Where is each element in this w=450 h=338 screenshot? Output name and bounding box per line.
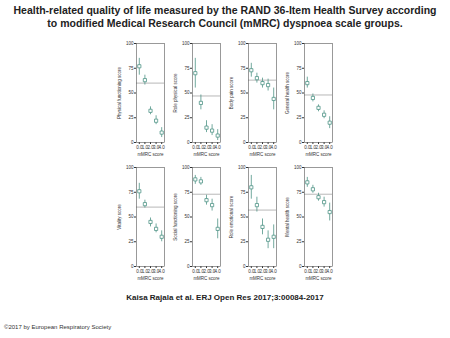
svg-text:75: 75 xyxy=(128,66,134,71)
html-text:0.0 1.0 2.0 3.0: 0.0 1.0 2.0 3.0 xyxy=(136,268,160,274)
svg-text:mMRC score: mMRC score xyxy=(249,276,276,281)
svg-text:25: 25 xyxy=(184,115,190,120)
svg-text:mMRC score: mMRC score xyxy=(137,276,164,281)
svg-text:4.0: 4.0 xyxy=(327,145,334,150)
html-text:0.0 1.0 2.0 3.0: 0.0 1.0 2.0 3.0 xyxy=(192,268,216,274)
svg-text:25: 25 xyxy=(128,115,134,120)
svg-text:100: 100 xyxy=(294,41,302,46)
svg-text:Social functioning score: Social functioning score xyxy=(173,193,178,241)
svg-text:0: 0 xyxy=(299,264,302,269)
svg-text:75: 75 xyxy=(184,66,190,71)
svg-text:Body pain score: Body pain score xyxy=(229,76,234,109)
svg-text:50: 50 xyxy=(240,90,246,95)
svg-text:50: 50 xyxy=(296,90,302,95)
svg-text:100: 100 xyxy=(238,41,246,46)
svg-text:100: 100 xyxy=(182,165,190,170)
svg-text:50: 50 xyxy=(184,90,190,95)
html-text:0.0 1.0 2.0 3.0: 0.0 1.0 2.0 3.0 xyxy=(136,144,160,150)
svg-text:25: 25 xyxy=(296,239,302,244)
svg-text:0: 0 xyxy=(131,140,134,145)
svg-text:75: 75 xyxy=(296,66,302,71)
svg-text:4.0: 4.0 xyxy=(159,269,166,274)
svg-text:100: 100 xyxy=(126,165,134,170)
svg-text:25: 25 xyxy=(240,239,246,244)
svg-text:50: 50 xyxy=(128,214,134,219)
svg-text:0: 0 xyxy=(131,264,134,269)
html-text:0.0 1.0 2.0 3.0: 0.0 1.0 2.0 3.0 xyxy=(192,144,216,150)
svg-text:75: 75 xyxy=(240,190,246,195)
svg-text:mMRC score: mMRC score xyxy=(305,276,332,281)
svg-text:50: 50 xyxy=(240,214,246,219)
svg-text:Vitality score: Vitality score xyxy=(117,204,122,230)
svg-text:100: 100 xyxy=(182,41,190,46)
svg-text:75: 75 xyxy=(240,66,246,71)
svg-text:75: 75 xyxy=(128,190,134,195)
svg-text:Mental health score: Mental health score xyxy=(285,197,290,237)
svg-text:4.0: 4.0 xyxy=(215,269,222,274)
svg-text:0: 0 xyxy=(243,264,246,269)
svg-text:50: 50 xyxy=(128,90,134,95)
svg-text:mMRC score: mMRC score xyxy=(137,152,164,157)
html-text:0.0 1.0 2.0 3.0: 0.0 1.0 2.0 3.0 xyxy=(248,268,272,274)
svg-text:100: 100 xyxy=(238,165,246,170)
svg-text:4.0: 4.0 xyxy=(327,269,334,274)
html-text:Health-related quality of life: Health-related quality of life measured … xyxy=(13,4,437,29)
svg-text:4.0: 4.0 xyxy=(159,145,166,150)
html-text:0.0 1.0 2.0 3.0: 0.0 1.0 2.0 3.0 xyxy=(248,144,272,150)
svg-text:Role emotional score: Role emotional score xyxy=(229,195,234,238)
svg-text:75: 75 xyxy=(184,190,190,195)
svg-text:4.0: 4.0 xyxy=(271,269,278,274)
svg-text:0: 0 xyxy=(187,140,190,145)
svg-text:50: 50 xyxy=(184,214,190,219)
html-text:©2017 by European Respiratory: ©2017 by European Respiratory Society xyxy=(4,324,112,330)
svg-text:mMRC score: mMRC score xyxy=(193,276,220,281)
svg-text:mMRC score: mMRC score xyxy=(249,152,276,157)
svg-text:0: 0 xyxy=(187,264,190,269)
svg-text:4.0: 4.0 xyxy=(215,145,222,150)
svg-text:25: 25 xyxy=(240,115,246,120)
svg-text:100: 100 xyxy=(126,41,134,46)
svg-text:4.0: 4.0 xyxy=(271,145,278,150)
html-text:0.0 1.0 2.0 3.0: 0.0 1.0 2.0 3.0 xyxy=(304,144,328,150)
svg-text:25: 25 xyxy=(296,115,302,120)
svg-text:mMRC score: mMRC score xyxy=(193,152,220,157)
svg-text:50: 50 xyxy=(296,214,302,219)
svg-text:Role physical score: Role physical score xyxy=(173,73,178,113)
svg-text:0: 0 xyxy=(299,140,302,145)
html-text:Kaisa Rajala et al. ERJ Open R: Kaisa Rajala et al. ERJ Open Res 2017;3:… xyxy=(126,293,324,302)
html-text:0.0 1.0 2.0 3.0: 0.0 1.0 2.0 3.0 xyxy=(304,268,328,274)
svg-text:100: 100 xyxy=(294,165,302,170)
svg-text:mMRC score: mMRC score xyxy=(305,152,332,157)
svg-text:75: 75 xyxy=(296,190,302,195)
svg-text:General health score: General health score xyxy=(285,72,290,114)
svg-text:0: 0 xyxy=(243,140,246,145)
svg-text:Physical functioning score: Physical functioning score xyxy=(117,66,122,119)
svg-text:25: 25 xyxy=(128,239,134,244)
svg-text:25: 25 xyxy=(184,239,190,244)
